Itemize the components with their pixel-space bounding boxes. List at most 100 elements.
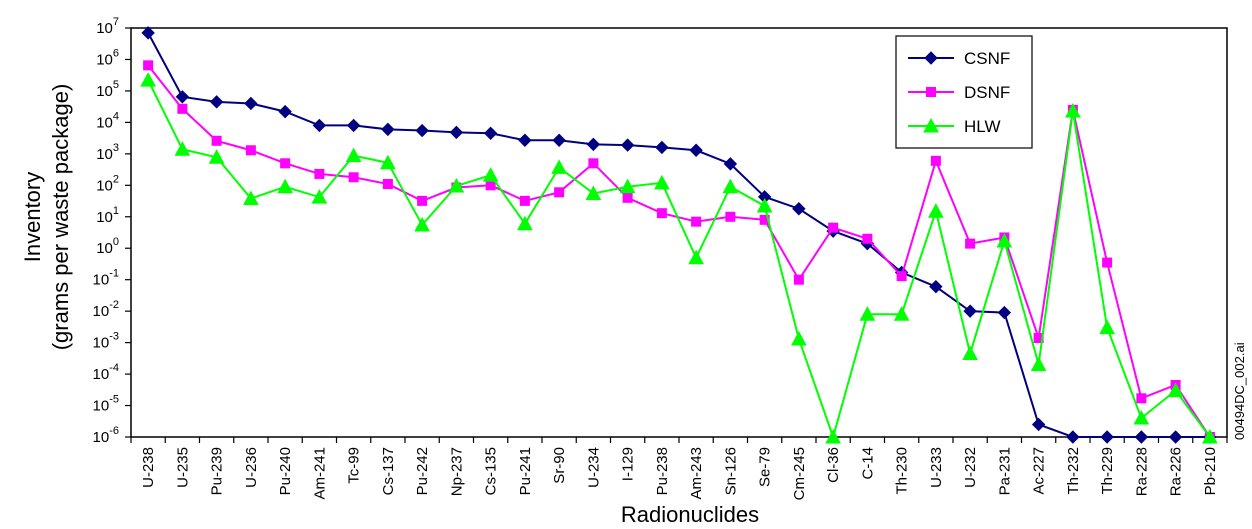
data-point-csnf [278,104,292,119]
x-tick-label: U-235 [174,447,191,488]
data-point-csnf [689,143,703,157]
x-tick-label: U-233 [928,447,945,488]
data-point-hlw [688,249,704,265]
data-point-hlw [174,141,191,156]
data-point-hlw [928,203,944,218]
data-point-hlw [756,197,773,213]
x-tick-label: U-232 [962,447,979,488]
data-point-hlw [722,178,739,194]
data-point-dsnf [348,172,359,183]
data-point-csnf [1031,417,1046,432]
data-point-dsnf [965,238,976,249]
data-point-hlw [482,167,499,182]
x-tick-label: Cs-137 [380,447,397,495]
y-tick-label: 103 [96,142,119,163]
y-axis-title-line1: Inventory [20,172,45,263]
data-point-dsnf [1136,393,1147,404]
x-tick-label: Se-79 [757,447,774,487]
data-point-hlw [414,216,430,232]
data-point-dsnf [280,158,291,169]
data-point-hlw [1030,356,1047,372]
data-point-hlw [448,177,465,193]
y-axis-title-line2: (grams per waste package) [48,84,73,351]
x-tick-label: Cm-245 [791,447,808,500]
data-point-csnf [312,118,327,133]
data-point-csnf [1066,430,1080,444]
x-tick-label: U-236 [243,447,260,488]
data-point-csnf [175,90,190,104]
x-tick-label: Pu-240 [277,447,294,495]
data-point-hlw [311,189,328,204]
data-point-hlw [893,306,910,321]
data-point-dsnf [622,192,633,203]
series-line-dsnf [147,64,1211,438]
data-point-hlw [277,178,293,194]
data-point-dsnf [691,216,702,227]
x-tick-label: Pu-241 [517,447,534,495]
data-point-csnf [415,123,429,138]
y-tick-label: 10-5 [93,394,119,415]
data-point-hlw [791,330,807,346]
data-point-dsnf [656,208,667,219]
y-tick-label: 101 [96,205,119,226]
data-point-dsnf [314,168,325,179]
data-point-dsnf [896,271,907,282]
x-tick-label: Sn-126 [722,447,739,495]
data-point-hlw [1065,102,1081,118]
data-point-dsnf [519,195,530,206]
data-point-csnf [552,133,566,147]
x-tick-label: Np-237 [448,447,465,496]
data-point-csnf [792,202,806,216]
legend-label-dsnf: DSNF [964,83,1010,102]
data-point-hlw [619,178,636,194]
series-line-csnf [147,32,1210,438]
x-tick-label: U-238 [140,447,157,488]
plot-frame [130,27,1228,438]
data-point-dsnf [211,135,222,146]
data-point-hlw [380,154,396,170]
x-tick-label: Pu-238 [654,447,671,495]
x-tick-label: Pa-231 [996,447,1013,495]
data-point-hlw [551,159,567,174]
data-point-hlw [140,72,156,87]
x-tick-label: Ac-227 [1031,447,1048,495]
x-tick-label: Tc-99 [346,447,363,484]
x-tick-label: I-129 [620,447,637,481]
data-point-hlw [962,345,978,361]
series-csnf [141,26,1217,444]
data-point-csnf [449,125,464,140]
legend-marker-dsnf [926,87,936,97]
data-point-dsnf [245,145,256,156]
legend-marker-hlw [923,117,939,133]
data-point-hlw [243,190,259,206]
legend-marker-csnf [924,51,938,65]
data-point-hlw [1133,410,1150,425]
x-tick-label: Am-241 [311,447,328,500]
data-point-csnf [1168,430,1183,444]
x-tick-label: Sr-90 [551,447,568,484]
data-point-hlw [859,306,876,321]
x-tick-label: Am-243 [688,447,705,500]
data-point-csnf [381,122,395,137]
file-id-label: 00494DC_002.ai [1232,342,1247,440]
data-point-hlw [517,215,533,231]
data-point-hlw [1099,319,1115,335]
data-point-dsnf [588,158,599,169]
data-point-hlw [208,149,225,164]
x-tick-label: Ra-226 [1168,447,1185,496]
x-tick-label: Cs-135 [483,447,500,495]
data-point-hlw [654,174,670,190]
data-point-dsnf [382,179,393,190]
y-tick-label: 106 [96,47,119,68]
data-point-hlw [345,147,362,163]
legend: CSNF DSNF HLW [895,35,1033,149]
data-point-hlw [585,185,602,200]
data-point-dsnf [930,155,941,166]
data-point-csnf [209,95,224,109]
y-tick-label: 10-4 [93,362,119,383]
data-point-csnf [244,96,258,111]
data-point-dsnf [828,222,839,233]
x-tick-label: Th-232 [1065,447,1082,495]
